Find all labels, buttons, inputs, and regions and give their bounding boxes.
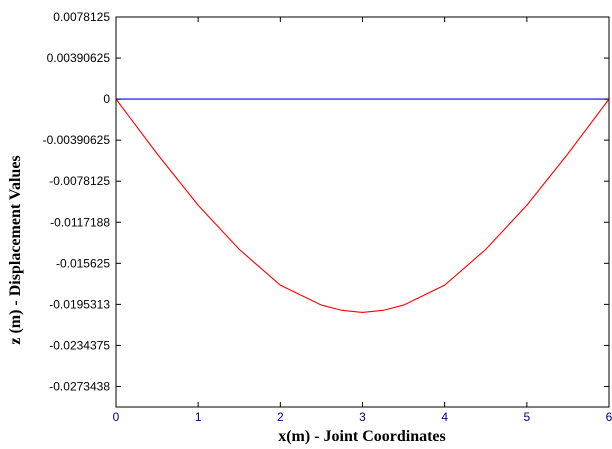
x-axis-title: x(m) - Joint Coordinates xyxy=(278,428,446,445)
x-axis-ticks: 0 1 2 3 4 5 6 xyxy=(113,17,612,424)
y-tick-label: -0.0078125 xyxy=(49,174,110,188)
y-tick-label: 0.00390625 xyxy=(47,51,111,65)
x-tick-label: 4 xyxy=(441,410,448,424)
y-axis-ticks: 0.0078125 0.00390625 0 -0.00390625 -0.007812… xyxy=(43,10,609,393)
y-tick-label: -0.0234375 xyxy=(49,338,110,352)
y-tick-label: 0 xyxy=(103,92,110,106)
plot-frame xyxy=(115,16,610,408)
y-tick-label: -0.00390625 xyxy=(43,133,111,147)
plot-area xyxy=(115,16,610,408)
x-tick-label: 5 xyxy=(523,410,530,424)
x-tick-label: 1 xyxy=(195,410,202,424)
y-tick-label: -0.0273438 xyxy=(49,379,110,393)
x-tick-label: 6 xyxy=(606,410,612,424)
series-layer xyxy=(115,98,610,314)
y-tick-label: -0.0117188 xyxy=(50,215,110,229)
x-tick-label: 2 xyxy=(277,410,284,424)
y-tick-label: 0.0078125 xyxy=(53,10,110,24)
series-line-2 xyxy=(115,98,610,314)
y-axis-title: z (m) - Displacement Values xyxy=(7,155,24,344)
x-tick-label: 0 xyxy=(113,410,120,424)
y-tick-label: -0.015625 xyxy=(56,256,110,270)
x-tick-label: 3 xyxy=(359,410,366,424)
y-tick-label: -0.0195313 xyxy=(49,297,110,311)
